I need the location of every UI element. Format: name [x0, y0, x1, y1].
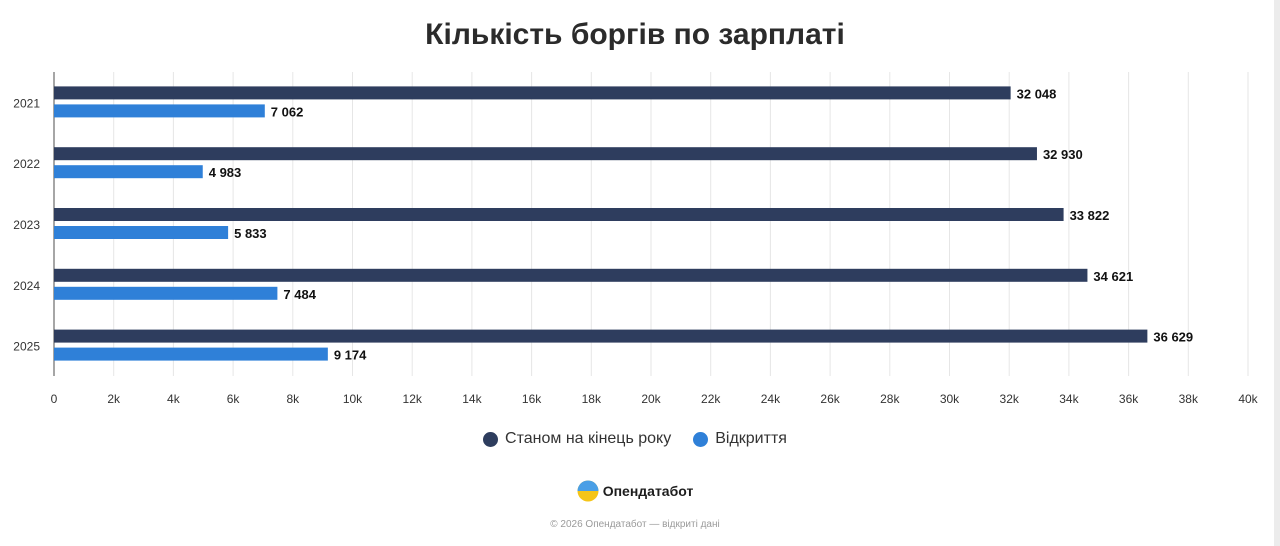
data-label: 5 833 — [234, 226, 267, 241]
data-label: 7 062 — [271, 104, 304, 119]
x-tick-label: 8k — [286, 392, 300, 406]
x-tick-label: 30k — [940, 392, 960, 406]
y-tick-label: 2024 — [13, 279, 40, 293]
data-label: 9 174 — [334, 348, 367, 363]
legend-item-year-end[interactable]: Станом на кінець року — [483, 430, 671, 448]
x-tick-label: 14k — [462, 392, 482, 406]
x-tick-label: 34k — [1059, 392, 1079, 406]
x-tick-label: 0 — [51, 392, 58, 406]
brand-name: Опендатабот — [602, 483, 694, 499]
bar — [54, 347, 328, 361]
x-tick-label: 16k — [522, 392, 542, 406]
legend-item-opened[interactable]: Відкриття — [693, 430, 787, 448]
x-tick-label: 4k — [167, 392, 181, 406]
y-tick-label: 2021 — [13, 96, 40, 110]
x-tick-label: 12k — [403, 392, 423, 406]
legend-marker-opened — [693, 431, 709, 447]
x-tick-label: 40k — [1238, 392, 1258, 406]
page-edge — [1274, 0, 1280, 546]
bar — [54, 268, 1088, 282]
legend: Станом на кінець року Відкриття — [0, 430, 1270, 448]
x-tick-label: 20k — [641, 392, 661, 406]
data-label: 36 629 — [1153, 330, 1193, 345]
x-tick-label: 6k — [227, 392, 241, 406]
brand-logo-icon — [577, 480, 599, 502]
legend-label-opened: Відкриття — [715, 430, 787, 447]
x-tick-label: 10k — [343, 392, 363, 406]
footer-note: © 2026 Опендатабот — відкриті дані — [550, 519, 720, 530]
y-tick-label: 2025 — [13, 340, 40, 354]
x-tick-label: 38k — [1179, 392, 1199, 406]
bar — [54, 86, 1011, 100]
data-label: 4 983 — [209, 165, 242, 180]
bar — [54, 104, 265, 118]
chart-title: Кількість боргів по зарплаті — [425, 18, 845, 51]
bar — [54, 329, 1148, 343]
x-tick-label: 22k — [701, 392, 721, 406]
data-label: 33 822 — [1070, 208, 1110, 223]
y-tick-label: 2022 — [13, 157, 40, 171]
bar — [54, 165, 203, 179]
bar — [54, 286, 278, 300]
x-tick-label: 2k — [107, 392, 121, 406]
bar — [54, 208, 1064, 221]
y-tick-label: 2023 — [13, 218, 40, 232]
x-tick-label: 36k — [1119, 392, 1139, 406]
x-tick-label: 28k — [880, 392, 900, 406]
brand[interactable]: Опендатабот — [0, 480, 1270, 502]
x-tick-label: 18k — [582, 392, 602, 406]
x-tick-label: 24k — [761, 392, 781, 406]
legend-marker-year-end — [483, 431, 499, 447]
data-label: 34 621 — [1093, 269, 1133, 284]
legend-label-year-end: Станом на кінець року — [505, 430, 672, 447]
data-label: 7 484 — [283, 287, 316, 302]
x-tick-label: 32k — [1000, 392, 1020, 406]
bar — [54, 226, 229, 239]
data-label: 32 048 — [1017, 86, 1057, 101]
bar-chart: 0 2k 4k 6k 8k 10k 12k 14k 16k 18k 20k 22k 24k 26k 28k 3… — [13, 72, 1259, 406]
x-tick-label: 26k — [820, 392, 840, 406]
bar — [54, 147, 1037, 161]
data-label: 32 930 — [1043, 147, 1083, 162]
